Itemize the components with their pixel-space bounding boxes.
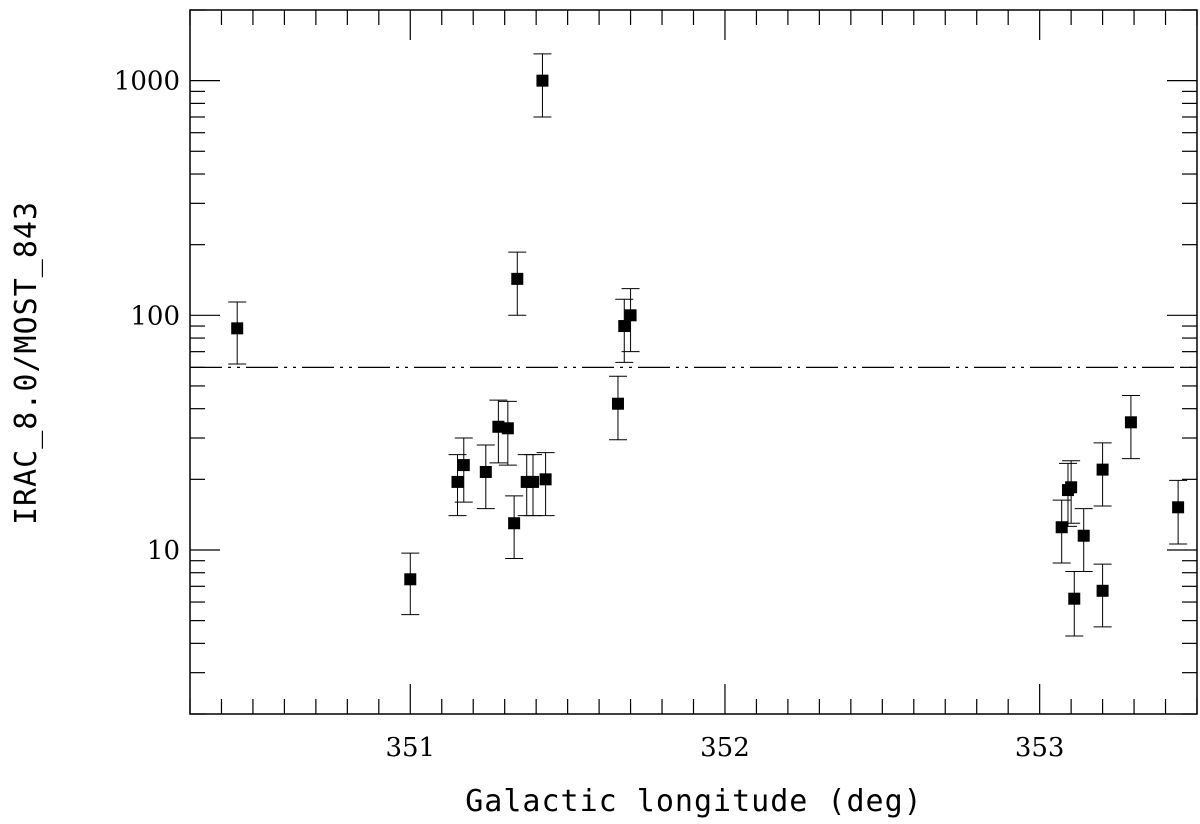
data-point: [1121, 395, 1140, 460]
data-point: [1065, 570, 1084, 637]
data-point: [228, 301, 247, 365]
data-point: [524, 454, 543, 517]
data-point: [476, 444, 495, 510]
data-point: [498, 400, 517, 466]
x-tick-label: 352: [700, 733, 750, 763]
x-tick-label: 353: [1015, 733, 1065, 763]
point-marker: [1172, 501, 1185, 514]
data-point: [621, 288, 640, 353]
point-marker: [479, 465, 492, 478]
data-points-layer: [228, 53, 1188, 637]
point-marker: [492, 420, 505, 433]
point-marker: [536, 74, 549, 87]
point-marker: [1077, 529, 1090, 542]
data-point: [533, 53, 552, 118]
data-point: [1052, 499, 1071, 564]
data-point: [1074, 508, 1093, 572]
data-point: [1093, 442, 1112, 507]
y-tick-label: 1000: [114, 67, 180, 97]
point-marker: [624, 309, 637, 322]
point-marker: [527, 475, 540, 488]
data-point: [454, 437, 473, 503]
plot-frame-layer: [189, 9, 1198, 715]
data-point: [608, 375, 627, 441]
x-axis-title: Galactic longitude (deg): [465, 784, 922, 819]
x-tick-label: 351: [385, 733, 435, 763]
point-marker: [457, 459, 470, 472]
data-point: [489, 399, 508, 464]
point-marker: [1055, 521, 1068, 534]
point-marker: [1096, 463, 1109, 476]
point-marker: [508, 517, 521, 530]
plot-frame: [189, 9, 1198, 715]
data-point: [505, 495, 524, 559]
point-marker: [1068, 592, 1081, 605]
tick-marks-layer: [189, 9, 1198, 715]
data-point: [448, 454, 467, 517]
data-point: [1093, 563, 1112, 628]
point-marker: [1124, 416, 1137, 429]
point-marker: [611, 397, 624, 410]
tick-labels-layer: 351 352 353 10 100 1000: [114, 67, 1065, 763]
y-axis-title: IRAC_8.0/MOST_843: [9, 201, 44, 525]
point-marker: [511, 272, 524, 285]
point-marker: [539, 473, 552, 486]
data-point: [401, 552, 420, 616]
y-tick-label: 100: [130, 301, 180, 331]
point-marker: [1096, 584, 1109, 597]
data-point: [1062, 460, 1081, 524]
point-marker: [404, 573, 417, 586]
point-marker: [451, 475, 464, 488]
y-tick-label: 10: [147, 536, 180, 566]
data-point: [1169, 479, 1188, 545]
point-marker: [1065, 481, 1078, 494]
point-marker: [618, 320, 631, 333]
point-marker: [231, 322, 244, 335]
data-point: [536, 452, 555, 517]
point-marker: [501, 422, 514, 435]
data-point: [508, 251, 527, 316]
